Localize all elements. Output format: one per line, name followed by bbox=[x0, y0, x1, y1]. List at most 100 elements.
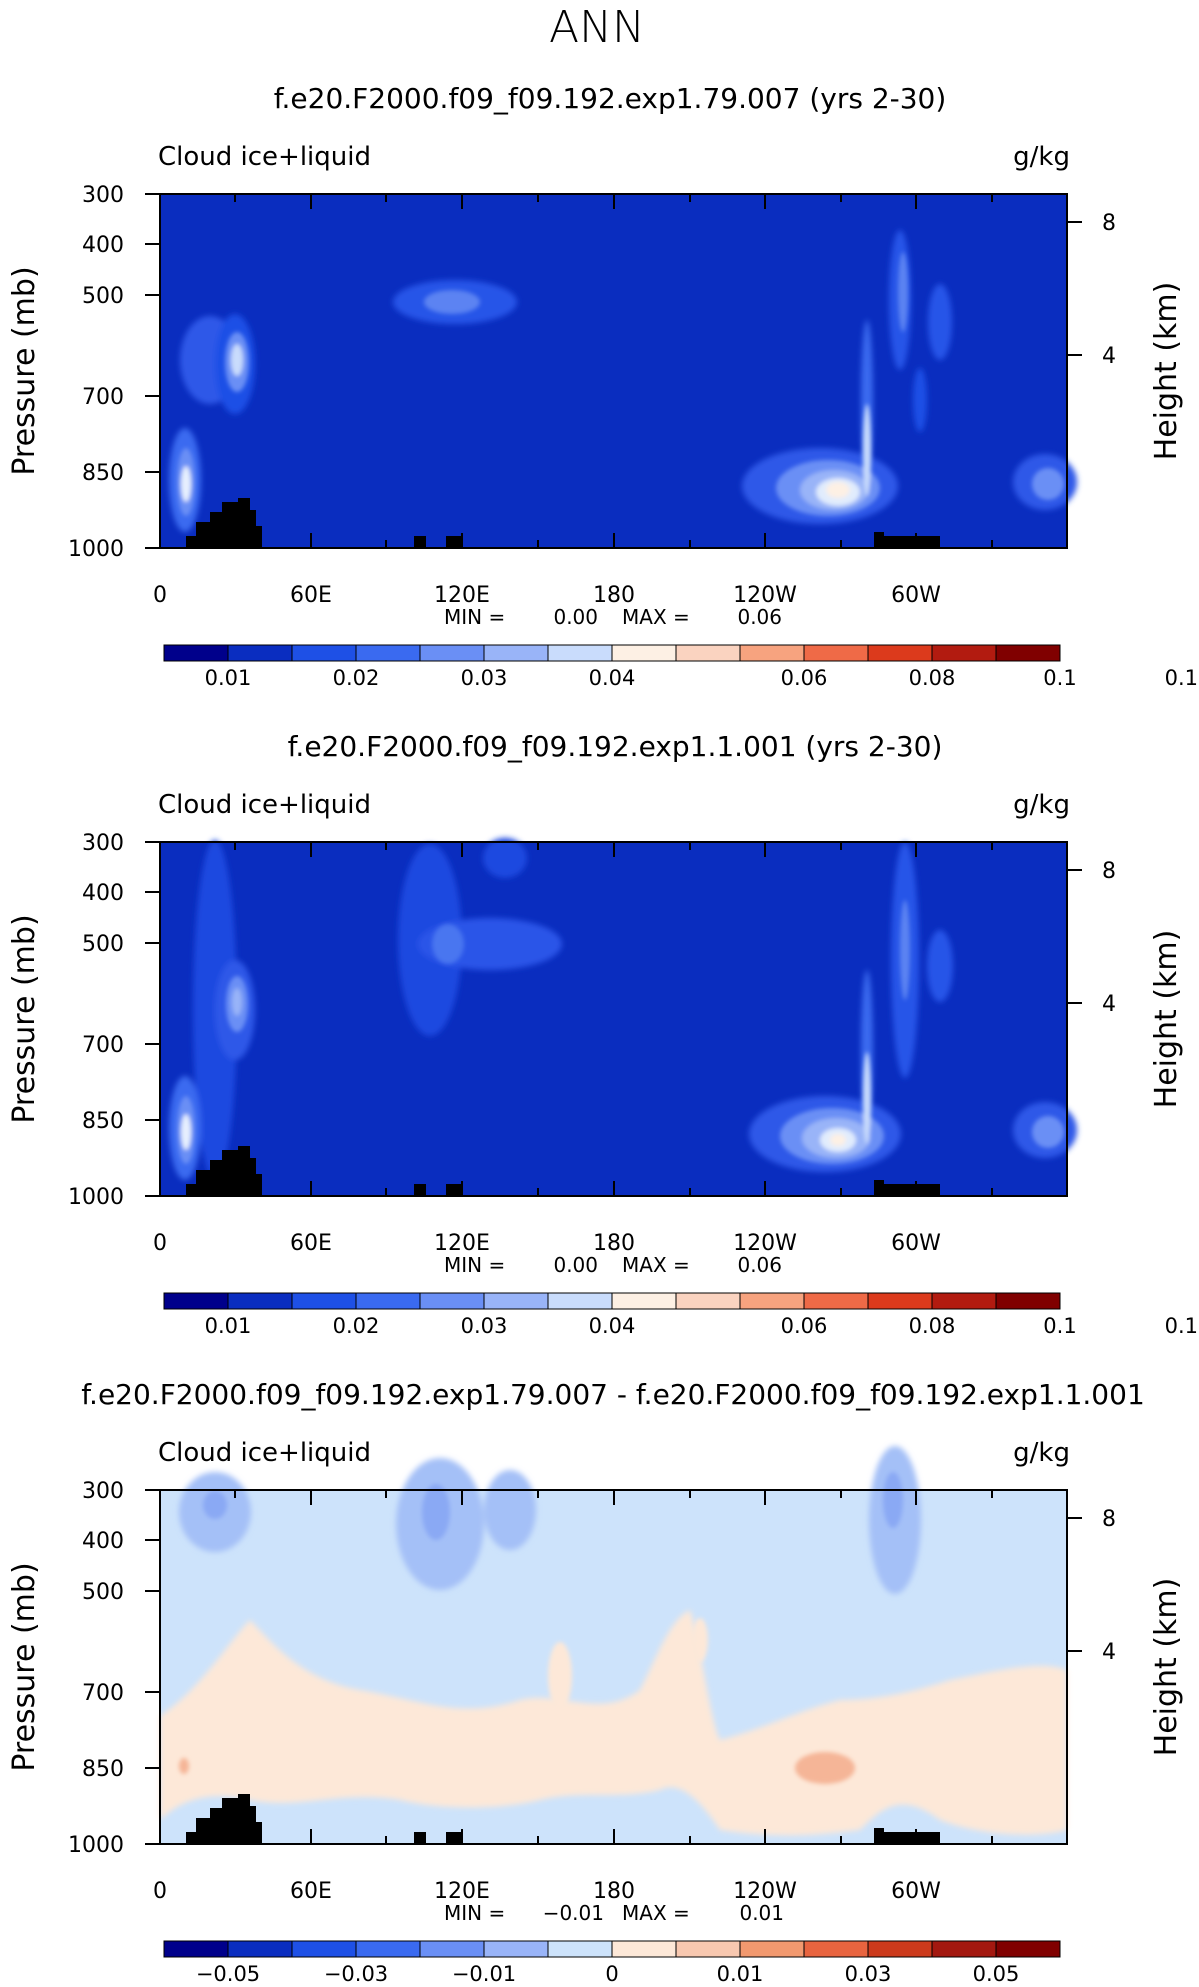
colorbar-box bbox=[483, 1292, 549, 1310]
panel-2-min-label: MIN = bbox=[444, 1253, 505, 1277]
colorbar-box bbox=[227, 644, 293, 662]
panel-1-variable: Cloud ice+liquid bbox=[158, 142, 371, 172]
panel-2-xtick-1: 60E bbox=[290, 1231, 332, 1256]
colorbar-box bbox=[995, 1292, 1061, 1310]
panel-2-ytick-4: 850 bbox=[82, 1109, 124, 1134]
panel-2-title: f.e20.F2000.f09_f09.192.exp1.1.001 (yrs … bbox=[288, 730, 943, 763]
colorbar-box bbox=[867, 1940, 933, 1958]
colorbar-label: 0.04 bbox=[589, 1314, 636, 1338]
colorbar-label: 0.02 bbox=[333, 666, 380, 690]
panel-3-title: f.e20.F2000.f09_f09.192.exp1.79.007 - f.… bbox=[81, 1378, 1145, 1411]
colorbar-box bbox=[163, 1292, 229, 1310]
panel-3-topography-4 bbox=[874, 1828, 940, 1844]
panel-1-max-value: 0.06 bbox=[737, 605, 782, 629]
colorbar-box bbox=[931, 644, 997, 662]
colorbar-box bbox=[803, 644, 869, 662]
colorbar-label: 0.05 bbox=[973, 1962, 1020, 1986]
colorbar-box bbox=[931, 1940, 997, 1958]
panel-2: f.e20.F2000.f09_f09.192.exp1.1.001 (yrs … bbox=[7, 730, 1199, 1338]
colorbar-box bbox=[995, 1940, 1061, 1958]
panel-3-ytick-0: 300 bbox=[82, 1479, 124, 1504]
colorbar-box bbox=[419, 644, 485, 662]
panel-3-ytick-5: 1000 bbox=[68, 1833, 124, 1858]
panel-3: f.e20.F2000.f09_f09.192.exp1.79.007 - f.… bbox=[7, 1378, 1184, 1986]
panel-1-ytick-3: 700 bbox=[82, 385, 124, 410]
panel-1-plot-background bbox=[160, 194, 1067, 548]
colorbar-box bbox=[931, 1292, 997, 1310]
panel-1-ytick-1: 400 bbox=[82, 233, 124, 258]
colorbar-box bbox=[867, 1292, 933, 1310]
panel-2-ytick-5: 1000 bbox=[68, 1185, 124, 1210]
panel-2-max-label: MAX = bbox=[622, 1253, 690, 1277]
panel-2-contours bbox=[169, 838, 1077, 1196]
panel-1-ytick-5: 1000 bbox=[68, 537, 124, 562]
panel-2-ytick-right-0: 8 bbox=[1102, 859, 1116, 884]
panel-2-topography-3 bbox=[446, 1184, 462, 1196]
colorbar-box bbox=[675, 1940, 741, 1958]
colorbar-box bbox=[739, 1940, 805, 1958]
panel-1-ytick-0: 300 bbox=[82, 183, 124, 208]
panel-3-variable: Cloud ice+liquid bbox=[158, 1438, 371, 1468]
panel-1-ytick-right-1: 4 bbox=[1102, 344, 1116, 369]
colorbar-box bbox=[611, 1940, 677, 1958]
colorbar-box bbox=[803, 1292, 869, 1310]
panel-1-ytick-2: 500 bbox=[82, 284, 124, 309]
colorbar-box bbox=[995, 644, 1061, 662]
panel-2-ytick-2: 500 bbox=[82, 932, 124, 957]
panel-1-colorbar: 0.01 0.02 0.03 0.04 0.06 0.08 0.1 0.12 bbox=[163, 644, 1199, 690]
colorbar-label: 0.04 bbox=[589, 666, 636, 690]
panel-1-ytick-4: 850 bbox=[82, 461, 124, 486]
colorbar-box bbox=[611, 644, 677, 662]
colorbar-box bbox=[419, 1940, 485, 1958]
panel-1: f.e20.F2000.f09_f09.192.exp1.79.007 (yrs… bbox=[7, 82, 1199, 690]
panel-1-title: f.e20.F2000.f09_f09.192.exp1.79.007 (yrs… bbox=[274, 82, 947, 115]
panel-2-xtick-3: 180 bbox=[593, 1231, 635, 1256]
panel-2-topography-2 bbox=[414, 1184, 426, 1196]
panel-3-xtick-3: 180 bbox=[593, 1879, 635, 1904]
colorbar-label: −0.01 bbox=[452, 1962, 516, 1986]
panel-2-xticks bbox=[145, 841, 1082, 1197]
panel-1-xtick-2: 120E bbox=[434, 583, 490, 608]
panel-1-min-value: 0.00 bbox=[553, 605, 598, 629]
panel-2-ytick-3: 700 bbox=[82, 1033, 124, 1058]
panel-3-xticks bbox=[145, 1489, 1082, 1845]
colorbar-label: 0.06 bbox=[781, 1314, 828, 1338]
colorbar-label: −0.05 bbox=[196, 1962, 260, 1986]
colorbar-box bbox=[803, 1940, 869, 1958]
panel-2-colorbar: 0.01 0.02 0.03 0.04 0.06 0.08 0.1 0.12 bbox=[163, 1292, 1199, 1338]
panel-3-xtick-2: 120E bbox=[434, 1879, 490, 1904]
colorbar-box bbox=[611, 1292, 677, 1310]
panel-2-min-value: 0.00 bbox=[553, 1253, 598, 1277]
colorbar-label: 0.02 bbox=[333, 1314, 380, 1338]
panel-2-xtick-0: 0 bbox=[153, 1231, 167, 1256]
panel-3-min-label: MIN = bbox=[444, 1901, 505, 1925]
panel-2-topography-4 bbox=[874, 1180, 940, 1196]
panel-2-xtick-5: 60W bbox=[891, 1231, 941, 1256]
panel-2-max-value: 0.06 bbox=[737, 1253, 782, 1277]
colorbar-box bbox=[483, 644, 549, 662]
panel-1-ylabel: Pressure (mb) bbox=[7, 266, 42, 475]
panel-3-ytick-right-0: 8 bbox=[1102, 1507, 1116, 1532]
colorbar-box bbox=[547, 1940, 613, 1958]
colorbar-label: 0.06 bbox=[781, 666, 828, 690]
colorbar-box bbox=[419, 1292, 485, 1310]
colorbar-box bbox=[547, 644, 613, 662]
panel-1-xtick-3: 180 bbox=[593, 583, 635, 608]
colorbar-label: 0.12 bbox=[1165, 1314, 1199, 1338]
panel-2-ylabel-right: Height (km) bbox=[1149, 930, 1184, 1109]
panel-3-xtick-0: 0 bbox=[153, 1879, 167, 1904]
panel-3-ylabel-right: Height (km) bbox=[1149, 1578, 1184, 1757]
colorbar-box bbox=[291, 644, 357, 662]
panel-1-topography-3 bbox=[446, 536, 462, 548]
panel-3-topography bbox=[186, 1794, 262, 1844]
colorbar-box bbox=[163, 1940, 229, 1958]
colorbar-box bbox=[227, 1292, 293, 1310]
panel-2-units: g/kg bbox=[1013, 790, 1070, 820]
panel-3-ytick-1: 400 bbox=[82, 1529, 124, 1554]
colorbar-label: 0.01 bbox=[205, 1314, 252, 1338]
panel-2-variable: Cloud ice+liquid bbox=[158, 790, 371, 820]
panel-1-contours bbox=[169, 230, 1077, 548]
colorbar-label: 0.08 bbox=[909, 666, 956, 690]
panel-2-plot-background bbox=[160, 842, 1067, 1196]
